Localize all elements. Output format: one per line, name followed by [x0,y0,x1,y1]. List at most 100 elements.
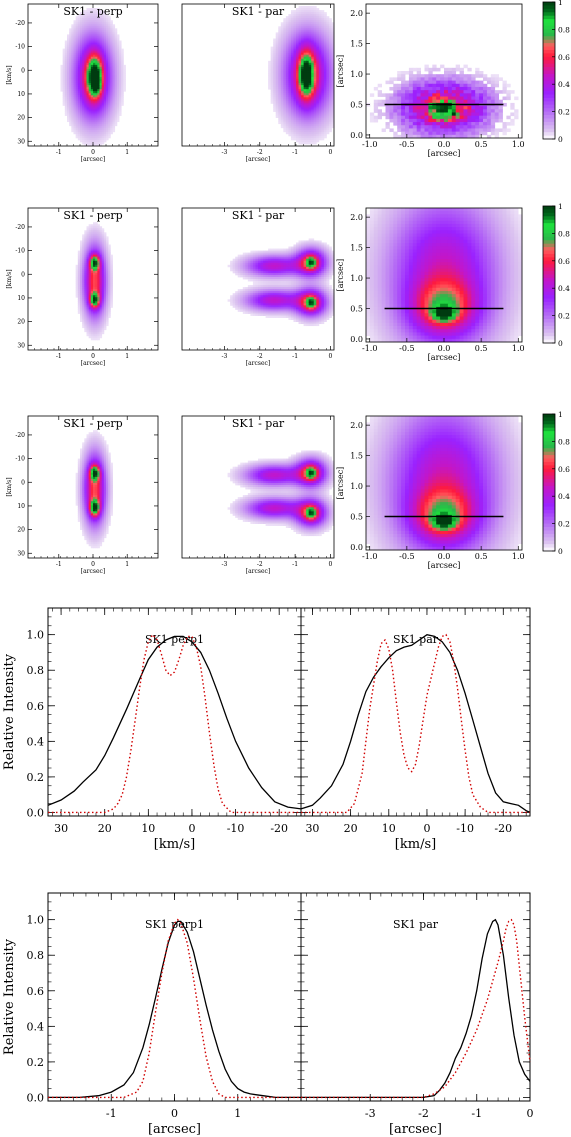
heat-cell [123,87,126,90]
heat-cell [316,107,320,110]
heat-cell [471,128,476,133]
heat-cell [412,125,418,129]
heat-cell [99,62,103,66]
heat-cell [268,66,272,70]
heat-cell [298,64,302,68]
heat-cell [278,50,282,54]
heat-cell [84,38,87,41]
heat-cell [285,16,289,19]
heat-cell [318,83,322,86]
heat-cell [397,77,402,81]
heat-cell [86,99,90,102]
heat-cell [77,50,81,54]
heat-cell [64,81,68,84]
heat-cell [440,134,445,139]
heat-cell [296,95,299,98]
heat-cell [298,62,302,66]
heat-cell [298,34,302,37]
heat-cell [444,93,449,97]
heat-cell [88,72,92,76]
heat-cell [86,295,90,298]
heat-cell [114,28,118,31]
heat-cell [88,232,92,235]
heat-cell [62,103,66,106]
heat-cell [313,10,317,13]
heat-cell [93,64,96,68]
heat-cell [412,83,418,88]
heat-cell [471,83,476,88]
heat-cell [114,99,118,102]
heat-cell [108,103,111,106]
heat-cell [270,70,274,74]
heat-cell [106,305,109,308]
heat-cell [331,83,335,86]
heat-cell [436,131,441,136]
heat-cell [301,16,304,19]
heat-cell [99,287,103,290]
heat-cell [306,91,310,94]
heat-cell [270,66,274,70]
heat-cell [99,274,103,278]
heat-cell [108,62,111,66]
heat-cell [268,70,272,74]
heat-cell [86,303,90,306]
heat-cell [463,122,468,126]
heat-cell [88,18,92,21]
heat-cell [288,72,292,76]
heat-cell [71,97,74,100]
heat-cell [298,117,302,121]
heat-cell [73,77,77,80]
heat-cell [67,91,70,94]
heat-cell [84,97,87,100]
heat-cell [82,119,85,123]
heat-cell [67,113,70,116]
heat-cell [97,238,100,241]
heat-cell [303,50,307,54]
heat-cell [86,20,90,23]
heat-cell [93,54,96,58]
heat-cell [326,56,330,60]
heat-cell [93,66,96,70]
heat-cell [321,107,325,110]
heat-cell [405,109,410,113]
heat-cell [64,60,68,64]
heat-cell [93,46,96,50]
heat-cell [67,46,70,50]
heat-cell [326,97,330,100]
heat-cell [298,119,302,123]
heat-cell [290,12,294,15]
heat-cell [270,83,274,86]
heat-cell [116,97,120,100]
heat-cell [106,36,109,39]
heat-cell [90,283,94,286]
heat-cell [93,121,96,125]
heat-cell [67,52,70,56]
heat-cell [99,285,103,288]
heat-cell [459,134,464,139]
heat-cell [301,101,304,104]
heat-cell [270,91,274,94]
heat-cell [455,112,460,117]
heat-cell [328,77,332,80]
heat-cell [283,30,287,33]
heat-cell [64,89,68,92]
heat-cell [67,95,70,98]
heat-cell [73,38,77,41]
heat-cell [428,90,433,94]
heat-cell [103,274,107,278]
colorbar-segment [543,56,555,61]
heat-cell [311,20,315,23]
heat-cell [80,248,83,251]
heat-cell [303,36,307,39]
heat-cell [101,85,105,88]
heat-cell [393,112,398,117]
heat-cell [103,101,107,104]
heat-cell [303,135,307,139]
heat-cell [93,81,96,84]
heat-cell [101,14,105,17]
colorbar-segment [543,104,555,109]
heat-cell [75,77,79,80]
heat-cell [293,36,297,39]
heat-cell [514,96,519,101]
heat-cell [106,46,109,50]
